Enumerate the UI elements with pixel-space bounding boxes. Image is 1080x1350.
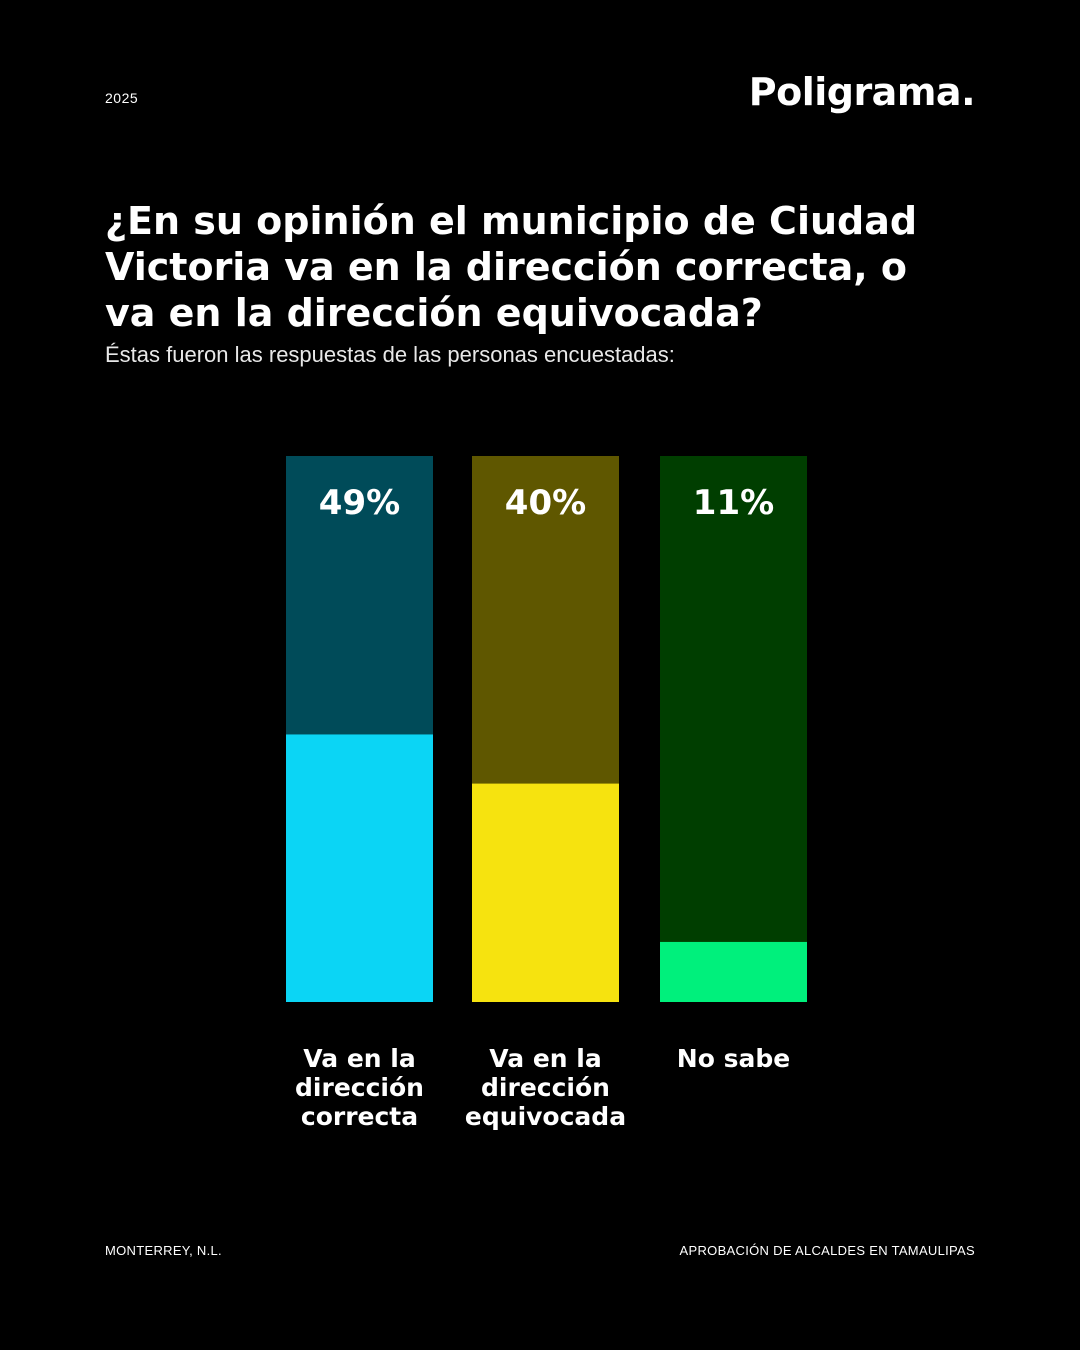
bar (286, 734, 433, 1002)
footer-location: MONTERREY, N.L. (105, 1243, 222, 1258)
bar-value-label: 11% (693, 483, 774, 523)
category-label: No sabe (676, 1044, 791, 1073)
bar-value-label: 40% (505, 483, 586, 523)
bar-group: 40% (472, 456, 619, 1002)
bar (660, 941, 807, 1002)
category-label: Va en la dirección correcta (295, 1044, 424, 1131)
survey-question: ¿En su opinión el municipio de Ciudad Vi… (105, 199, 918, 335)
bar-group: 11% (660, 456, 807, 1002)
bar (472, 783, 619, 1002)
footer-series-title: APROBACIÓN DE ALCALDES EN TAMAULIPAS (679, 1243, 975, 1258)
bar-value-label: 49% (319, 483, 400, 523)
survey-subtitle: Éstas fueron las respuestas de las perso… (105, 342, 675, 367)
category-label: Va en la dirección equivocada (464, 1044, 627, 1131)
year-label: 2025 (105, 90, 139, 106)
bar-track (660, 456, 807, 1002)
bar-group: 49% (286, 456, 433, 1002)
brand-logo: Poligrama. (748, 70, 976, 114)
